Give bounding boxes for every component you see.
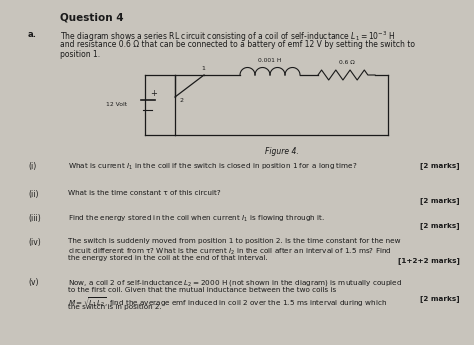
Text: circuit different from τ? What is the current $I_2$ in the coil after an interva: circuit different from τ? What is the cu… bbox=[68, 246, 392, 257]
Text: 0.6 Ω: 0.6 Ω bbox=[338, 60, 355, 65]
Text: Find the energy stored in the coil when current $I_1$ is flowing through it.: Find the energy stored in the coil when … bbox=[68, 214, 325, 224]
Text: Now, a coil 2 of self-inductance $L_2 = 2000$ H (not shown in the diagram) is mu: Now, a coil 2 of self-inductance $L_2 = … bbox=[68, 278, 402, 288]
Text: 1: 1 bbox=[201, 66, 205, 71]
Text: [2 marks]: [2 marks] bbox=[420, 222, 460, 229]
Text: $M = \sqrt{L_1 L_2}$, find the average emf induced in coil 2 over the 1.5 ms int: $M = \sqrt{L_1 L_2}$, find the average e… bbox=[68, 295, 387, 309]
Text: (ii): (ii) bbox=[28, 190, 38, 199]
Text: (iv): (iv) bbox=[28, 238, 41, 247]
Text: What is the time constant τ of this circuit?: What is the time constant τ of this circ… bbox=[68, 190, 221, 196]
Text: and resistance 0.6 Ω that can be connected to a battery of emf 12 V by setting t: and resistance 0.6 Ω that can be connect… bbox=[60, 40, 415, 49]
Text: position 1.: position 1. bbox=[60, 50, 100, 59]
Text: Question 4: Question 4 bbox=[60, 12, 124, 22]
Text: a.: a. bbox=[28, 30, 37, 39]
Text: What is current $I_1$ in the coil if the switch is closed in position 1 for a lo: What is current $I_1$ in the coil if the… bbox=[68, 162, 358, 172]
Text: to the first coil. Given that the mutual inductance between the two coils is: to the first coil. Given that the mutual… bbox=[68, 286, 336, 293]
Text: (i): (i) bbox=[28, 162, 36, 171]
Text: The switch is suddenly moved from position 1 to position 2. Is the time constant: The switch is suddenly moved from positi… bbox=[68, 238, 401, 244]
Text: the energy stored in the coil at the end of that interval.: the energy stored in the coil at the end… bbox=[68, 255, 268, 261]
Text: +: + bbox=[150, 89, 157, 98]
Text: [1+2+2 marks]: [1+2+2 marks] bbox=[398, 257, 460, 264]
Text: [2 marks]: [2 marks] bbox=[420, 162, 460, 169]
Text: [2 marks]: [2 marks] bbox=[420, 295, 460, 302]
Text: Figure 4.: Figure 4. bbox=[264, 147, 298, 156]
Text: [2 marks]: [2 marks] bbox=[420, 197, 460, 204]
Text: The diagram shows a series RL circuit consisting of a coil of self-inductance $L: The diagram shows a series RL circuit co… bbox=[60, 30, 395, 45]
Text: the switch is in position 2.: the switch is in position 2. bbox=[68, 304, 162, 309]
Text: (iii): (iii) bbox=[28, 214, 41, 223]
Text: 2: 2 bbox=[180, 98, 184, 103]
Text: 0.001 H: 0.001 H bbox=[258, 58, 282, 62]
Text: (v): (v) bbox=[28, 278, 38, 287]
Text: 12 Volt: 12 Volt bbox=[106, 102, 127, 108]
